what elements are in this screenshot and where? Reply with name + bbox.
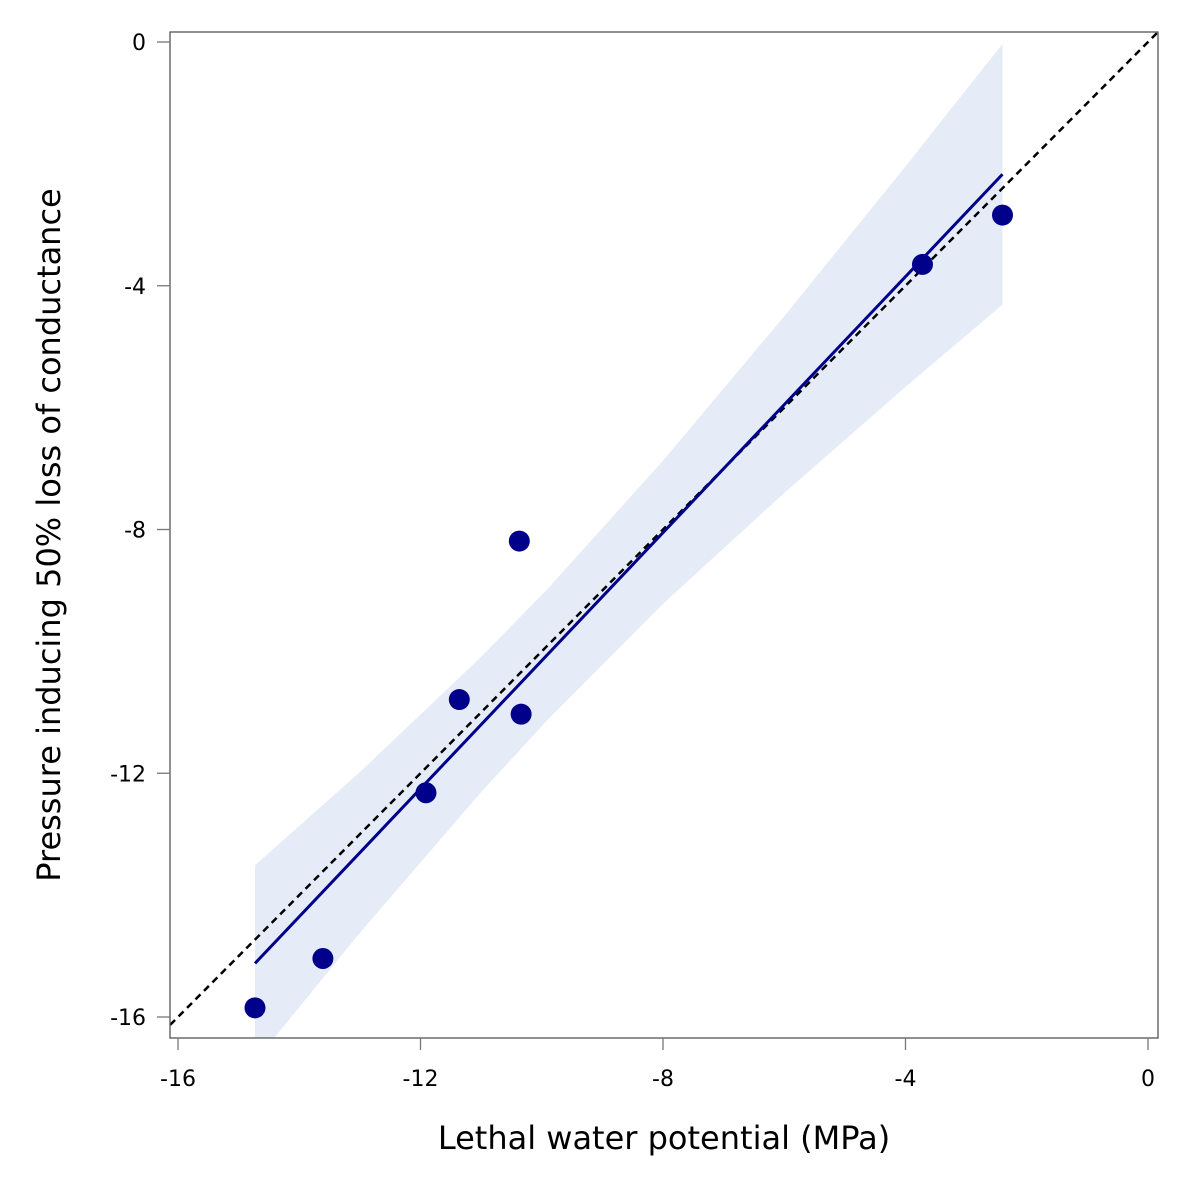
y-tick-label: -4 — [124, 275, 146, 300]
y-axis: 0 -4 -8 -12 -16 — [110, 31, 170, 1031]
y-axis-title: Pressure inducing 50% loss of conductanc… — [30, 188, 68, 881]
data-points — [244, 204, 1013, 1019]
x-axis: -16 -12 -8 -4 0 — [160, 1038, 1155, 1092]
x-tick-label: -8 — [652, 1067, 674, 1092]
data-point — [244, 997, 266, 1019]
data-point — [508, 530, 530, 552]
x-axis-title: Lethal water potential (MPa) — [438, 1119, 890, 1157]
data-point — [448, 689, 470, 711]
x-tick-label: -12 — [403, 1067, 439, 1092]
y-tick-label: -12 — [110, 762, 146, 787]
y-tick-label: -8 — [124, 519, 146, 544]
plot-area — [170, 32, 1158, 1038]
confidence-band — [254, 43, 1003, 1038]
x-tick-label: -4 — [895, 1067, 917, 1092]
regression-fit-line — [253, 173, 1004, 965]
data-point — [992, 204, 1013, 226]
y-tick-label: 0 — [132, 31, 146, 56]
one-to-one-reference-line — [170, 32, 1158, 1026]
data-point — [312, 948, 334, 969]
data-point — [415, 782, 437, 804]
data-point — [510, 703, 532, 725]
data-point — [911, 253, 933, 275]
x-tick-label: 0 — [1141, 1067, 1155, 1092]
x-tick-label: -16 — [160, 1067, 196, 1092]
plot-frame — [169, 31, 1159, 1039]
y-tick-label: -16 — [110, 1006, 146, 1031]
